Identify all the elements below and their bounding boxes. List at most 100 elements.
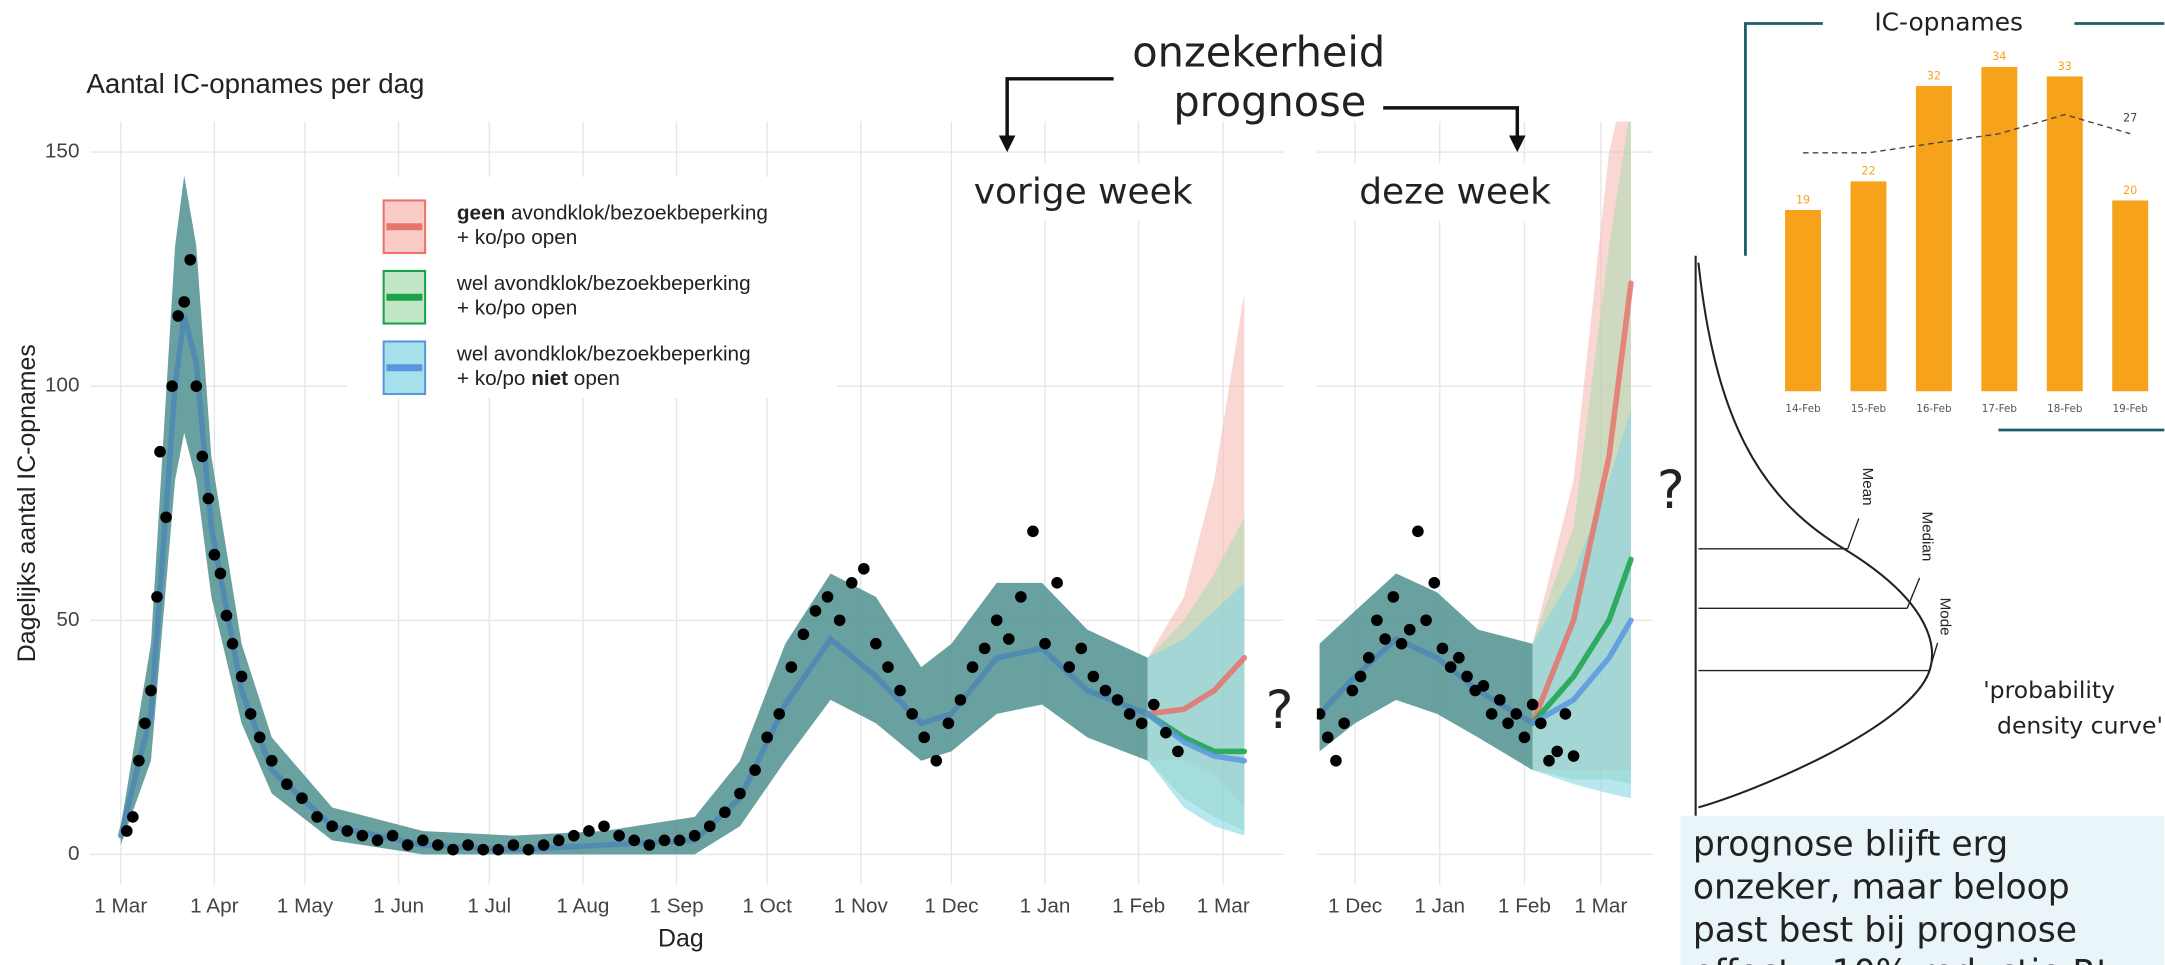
data-point	[190, 380, 203, 392]
data-point	[688, 829, 701, 842]
plot	[117, 175, 1248, 856]
data-point	[1403, 623, 1416, 636]
arrow	[1383, 106, 1520, 139]
question-mark: ?	[1266, 680, 1294, 741]
data-point	[1371, 614, 1383, 627]
data-point	[522, 843, 535, 856]
note-box	[1680, 815, 2165, 965]
bar	[1981, 66, 2018, 392]
pointer	[1906, 577, 1921, 609]
x-tick-label: 1 Feb	[1498, 894, 1551, 917]
data-point	[220, 609, 233, 622]
x-tick-label: 1 Jan	[1414, 894, 1465, 917]
data-point	[1518, 731, 1531, 744]
data-point	[749, 764, 761, 776]
data-point	[139, 717, 151, 730]
data-point	[882, 661, 894, 673]
data-point	[658, 834, 671, 847]
data-point	[1172, 745, 1184, 758]
data-point	[1420, 614, 1432, 627]
label-bg	[1645, 445, 1696, 540]
bar-value-label: 22	[1861, 165, 1875, 178]
data-point	[906, 708, 918, 720]
legend-label: + ko/po open	[457, 227, 577, 250]
data-point	[265, 754, 278, 767]
data-point	[1123, 708, 1136, 720]
data-point	[432, 839, 444, 851]
data-point	[1087, 670, 1100, 683]
data-point	[942, 717, 955, 730]
data-point	[1444, 661, 1457, 673]
data-point	[196, 450, 209, 463]
data-point	[568, 829, 580, 842]
data-point	[1147, 698, 1160, 711]
data-point	[773, 708, 786, 720]
x-tick-label: 14-Feb	[1785, 403, 1821, 415]
note-text: effect ~10% reductie Rt	[1693, 953, 2110, 965]
arrowhead	[1509, 135, 1526, 153]
bar-value-label: 32	[1927, 69, 1941, 82]
density-caption: 'probability	[1983, 676, 2115, 704]
data-point	[127, 811, 139, 823]
arrowhead	[998, 135, 1016, 153]
legend-text: + ko/po open	[457, 297, 577, 320]
legend-label: + ko/po open	[457, 297, 577, 320]
data-point	[401, 839, 414, 851]
data-point	[761, 731, 773, 744]
x-tick-label: 19-Feb	[2113, 403, 2149, 415]
data-point	[809, 605, 822, 617]
data-point	[416, 834, 429, 847]
data-point	[613, 829, 625, 842]
data-point	[537, 839, 550, 851]
x-tick-label: 1 May	[277, 894, 334, 917]
data-point	[1379, 633, 1391, 645]
data-point	[208, 548, 221, 561]
y-tick-label: 100	[45, 374, 80, 397]
line	[1529, 556, 1634, 727]
x-tick-label: 1 Mar	[1197, 894, 1250, 917]
density-label: Mode	[1936, 598, 1953, 636]
data-point	[1436, 642, 1449, 655]
density-label: Mean	[1859, 468, 1876, 506]
density-label: Median	[1919, 512, 1936, 562]
data-point	[133, 754, 145, 767]
data-point	[978, 642, 991, 655]
data-point	[954, 694, 967, 706]
pointer	[1847, 518, 1860, 550]
data-point	[628, 834, 641, 847]
data-point	[845, 577, 858, 589]
data-point	[1534, 717, 1547, 730]
bar-value-label: 34	[1992, 50, 2006, 63]
data-point	[1510, 708, 1523, 720]
note-text: prognose blijft erg	[1693, 825, 2008, 865]
data-point	[371, 834, 384, 847]
inset-chart: 19 14-Feb 22 15-Feb 32 16-Feb 34 17-Feb 33 18-Feb…	[1785, 50, 2148, 415]
inset-frame	[1744, 22, 2165, 256]
legend-text: niet	[531, 368, 568, 391]
data-point	[184, 253, 197, 266]
label-bg	[968, 163, 1218, 222]
bar	[1785, 210, 1821, 392]
x-tick-label: 1 Apr	[190, 894, 238, 917]
data-point	[833, 614, 846, 627]
data-point	[703, 820, 716, 833]
data-point	[160, 511, 172, 524]
bar	[2112, 200, 2149, 392]
question-mark: ?	[1657, 460, 1685, 521]
x-tick-label: 1 Feb	[1112, 894, 1165, 917]
trend-line	[1803, 113, 2131, 154]
data-point	[1051, 577, 1063, 589]
y-axis-label: Dagelijks aantal IC-opnames	[13, 344, 41, 662]
data-point	[1387, 591, 1400, 603]
data-point	[477, 843, 490, 856]
y-tick-label: 50	[56, 608, 79, 631]
annotation: vorige week	[974, 172, 1193, 213]
data-point	[1002, 633, 1015, 645]
bar-value-label: 19	[1796, 193, 1810, 206]
x-tick-label: 18-Feb	[2047, 403, 2083, 415]
annotation: deze week	[1359, 172, 1551, 213]
annotation: onzekerheid	[1132, 28, 1385, 76]
data-point	[1354, 670, 1367, 683]
line	[1529, 280, 1634, 727]
data-point	[870, 637, 882, 650]
